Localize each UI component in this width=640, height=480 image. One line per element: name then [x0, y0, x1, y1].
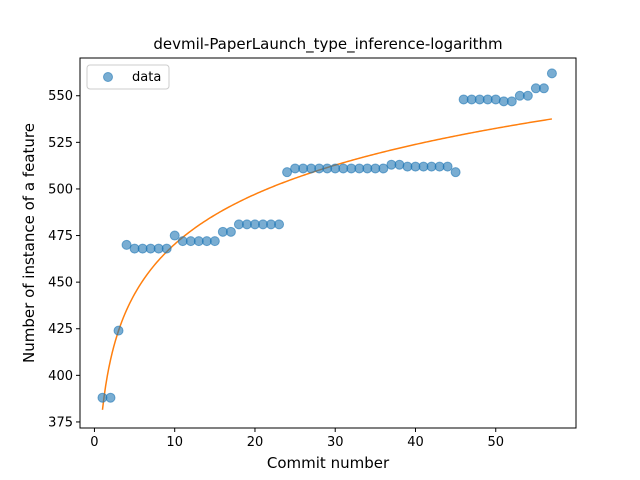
y-tick-label: 525: [48, 136, 73, 151]
data-point: [105, 392, 116, 403]
data-point: [546, 68, 557, 79]
x-ticks: 0 10 20 30 40 50: [90, 428, 504, 450]
plot-area-frame: [79, 57, 577, 429]
points-layer: [97, 68, 557, 403]
data-point: [522, 90, 533, 101]
data-point: [225, 226, 236, 237]
data-point: [161, 243, 172, 254]
x-tick-label: 30: [327, 435, 344, 450]
y-tick-label: 450: [48, 276, 73, 291]
y-tick-label: 375: [48, 415, 73, 430]
data-point: [538, 83, 549, 94]
data-point: [442, 161, 453, 172]
y-ticks: 375 400 425 450 475 500 525 550: [48, 89, 80, 430]
data-point: [506, 96, 517, 107]
data-point: [113, 325, 124, 336]
data-point: [394, 159, 405, 170]
chart-title: devmil-PaperLaunch_type_inference-logari…: [153, 35, 502, 54]
y-tick-label: 425: [48, 322, 73, 337]
y-axis-label: Number of instance of a feature: [20, 123, 38, 363]
x-tick-label: 0: [90, 435, 98, 450]
x-tick-label: 10: [166, 435, 183, 450]
y-tick-label: 400: [48, 369, 73, 384]
legend-marker: [103, 72, 113, 82]
data-point: [274, 219, 285, 230]
y-tick-label: 500: [48, 182, 73, 197]
y-tick-label: 475: [48, 229, 73, 244]
data-point: [121, 239, 132, 250]
data-point: [450, 167, 461, 178]
data-point: [209, 236, 220, 247]
data-point: [282, 167, 293, 178]
y-tick-label: 550: [48, 89, 73, 104]
legend-label: data: [132, 70, 161, 85]
data-point: [490, 94, 501, 105]
x-tick-label: 40: [407, 435, 424, 450]
legend-box: [86, 64, 170, 90]
legend: data: [86, 64, 170, 90]
data-point: [169, 230, 180, 241]
x-tick-label: 20: [247, 435, 264, 450]
data-point: [378, 163, 389, 174]
x-tick-label: 50: [487, 435, 504, 450]
x-axis-label: Commit number: [267, 454, 390, 472]
